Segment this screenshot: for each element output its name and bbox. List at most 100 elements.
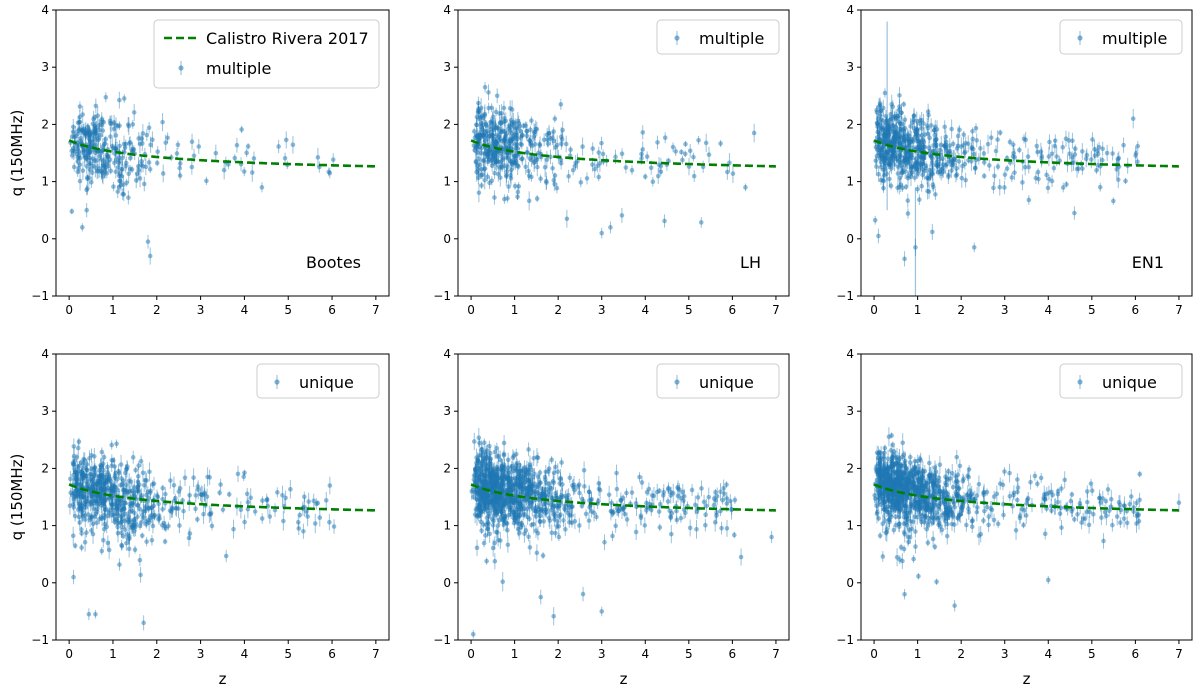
- x-tick-label: 3: [598, 303, 606, 317]
- data-point: [669, 525, 674, 544]
- data-point: [498, 168, 503, 187]
- data-point: [150, 480, 155, 489]
- data-point: [1021, 521, 1026, 529]
- data-point: [139, 135, 145, 152]
- data-point: [526, 442, 531, 457]
- data-point: [136, 132, 141, 145]
- data-point: [932, 119, 938, 134]
- data-point: [995, 130, 1000, 149]
- data-point: [87, 162, 93, 177]
- y-tick-label: 0: [443, 576, 451, 590]
- data-point: [146, 158, 152, 167]
- x-axis-label: z: [620, 670, 628, 688]
- data-point: [508, 119, 513, 134]
- data-point: [544, 176, 549, 190]
- model-line: [470, 483, 776, 512]
- data-point: [175, 140, 181, 150]
- legend-entry-label: Calistro Rivera 2017: [206, 29, 369, 48]
- data-point: [541, 514, 547, 528]
- data-point: [68, 487, 74, 498]
- data-point: [704, 498, 709, 513]
- data-point: [885, 449, 891, 468]
- data-point: [1015, 488, 1020, 496]
- data-point: [95, 475, 100, 487]
- data-point: [1001, 510, 1006, 520]
- data-point: [900, 164, 906, 172]
- data-point: [926, 184, 932, 199]
- data-point: [1049, 175, 1055, 188]
- data-point: [728, 494, 733, 508]
- data-point: [528, 473, 533, 488]
- data-point: [549, 492, 555, 504]
- data-point: [474, 490, 479, 509]
- legend-entry-label: unique: [1102, 373, 1157, 392]
- data-point: [129, 165, 135, 174]
- data-point: [135, 497, 141, 512]
- data-point: [890, 118, 895, 132]
- data-point: [296, 521, 302, 536]
- data-point: [1118, 517, 1123, 528]
- y-tick-label: 1: [443, 519, 451, 533]
- data-point: [83, 501, 89, 514]
- data-point: [563, 522, 568, 536]
- data-point: [94, 154, 100, 167]
- data-point: [280, 485, 285, 505]
- data-point: [730, 164, 736, 184]
- legend: unique: [1059, 363, 1183, 399]
- data-layer: [469, 428, 776, 639]
- data-point: [512, 492, 518, 508]
- data-point: [283, 490, 288, 506]
- data-point: [499, 162, 504, 171]
- data-point: [880, 551, 886, 562]
- data-point: [668, 487, 674, 504]
- data-point: [149, 501, 154, 515]
- data-point: [997, 178, 1003, 196]
- data-point: [679, 149, 684, 155]
- data-point: [995, 162, 1001, 171]
- data-point: [667, 506, 672, 516]
- y-tick-label: 4: [443, 347, 451, 361]
- data-point: [72, 510, 78, 522]
- data-point: [623, 161, 629, 174]
- data-point: [1127, 499, 1133, 509]
- data-point: [512, 465, 517, 473]
- axes-frame: [55, 9, 390, 297]
- data-point: [534, 157, 540, 177]
- x-tick-label: 7: [772, 647, 780, 661]
- data-point: [558, 156, 564, 170]
- data-point: [70, 455, 76, 471]
- data-point: [1104, 144, 1110, 162]
- data-point: [103, 504, 109, 516]
- data-point: [724, 519, 730, 537]
- data-point: [1070, 132, 1075, 149]
- data-point: [244, 487, 250, 500]
- data-point: [557, 480, 563, 487]
- data-point: [125, 512, 131, 532]
- data-point: [119, 162, 124, 177]
- data-point: [567, 472, 573, 483]
- data-point: [897, 121, 902, 137]
- data-point: [1060, 140, 1066, 154]
- data-point: [900, 433, 906, 453]
- data-point: [127, 531, 132, 546]
- data-point: [546, 480, 552, 487]
- x-tick-label: 7: [1175, 647, 1183, 661]
- data-point: [231, 519, 236, 539]
- data-point: [526, 161, 531, 181]
- data-point: [689, 483, 695, 497]
- data-point: [1114, 160, 1120, 179]
- data-point: [533, 120, 538, 138]
- legend-point-marker: [674, 379, 680, 385]
- data-point: [877, 109, 883, 123]
- x-tick-label: 5: [284, 303, 292, 317]
- x-tick-label: 6: [328, 303, 336, 317]
- data-point: [1080, 143, 1085, 160]
- data-point: [72, 542, 78, 549]
- data-point: [1035, 147, 1040, 157]
- data-point: [725, 164, 730, 180]
- data-point: [976, 153, 982, 165]
- data-point: [482, 170, 488, 190]
- data-point: [533, 481, 539, 492]
- y-tick-label: 4: [41, 347, 49, 361]
- data-point: [590, 142, 596, 155]
